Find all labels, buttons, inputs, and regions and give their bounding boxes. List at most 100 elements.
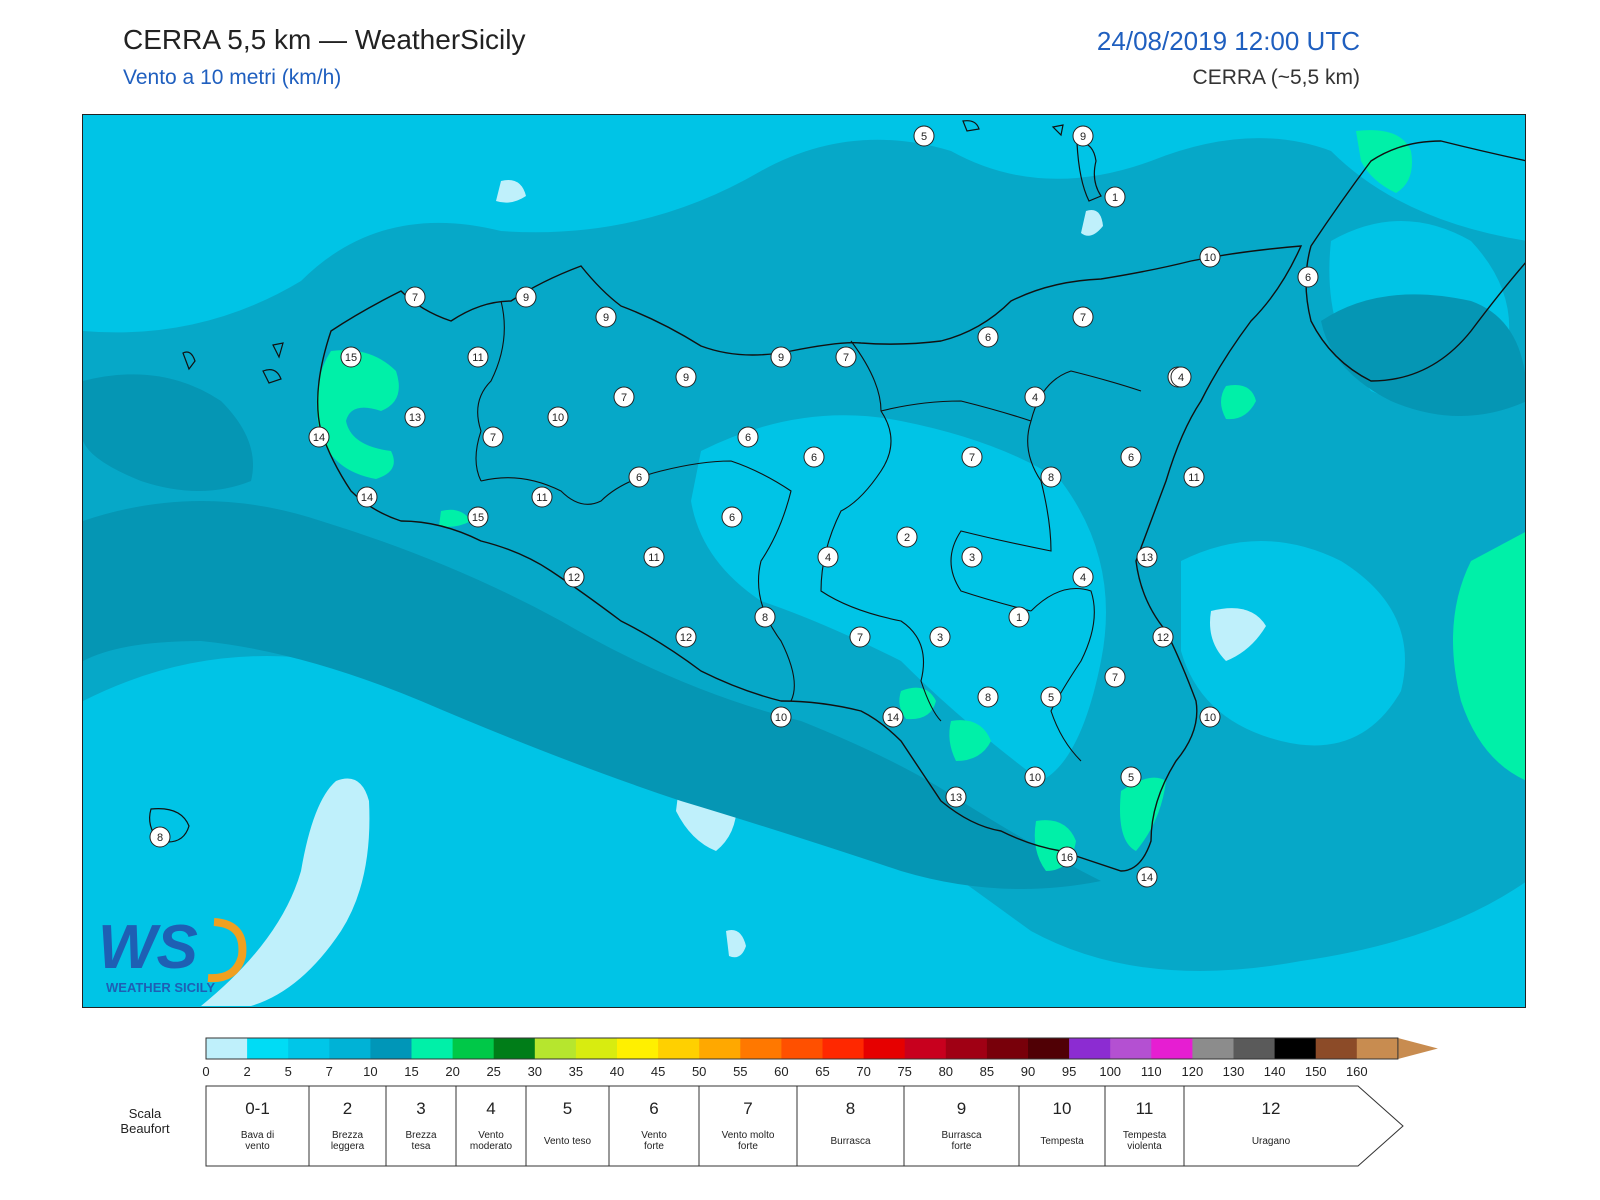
station-value: 6 (1305, 272, 1311, 284)
station-circle (1199, 706, 1221, 728)
station-marker: 9 (1072, 125, 1094, 147)
colorbar-tick-label: 75 (897, 1064, 911, 1079)
beaufort-description: leggera (331, 1141, 365, 1152)
colorbar-tick-label: 70 (856, 1064, 870, 1079)
wind-zone-light (1181, 541, 1405, 746)
station-circle (1072, 306, 1094, 328)
station-value: 1 (1016, 612, 1022, 624)
station-marker: 6 (803, 446, 825, 468)
beaufort-description: Vento molto (722, 1130, 775, 1141)
station-marker: 6 (628, 466, 650, 488)
beaufort-title-2: Beaufort (120, 1121, 170, 1136)
wind-zone-moderate (83, 374, 253, 491)
station-circle (945, 786, 967, 808)
beaufort-box (1018, 1085, 1106, 1167)
beaufort-number: 5 (563, 1099, 572, 1118)
colorbar-tick-label: 45 (651, 1064, 665, 1079)
station-marker: 5 (913, 125, 935, 147)
station-circle (356, 486, 378, 508)
beaufort-box (903, 1085, 1020, 1167)
station-value: 5 (1048, 692, 1054, 704)
island-pantelleria (149, 808, 190, 843)
station-circle (1183, 466, 1205, 488)
station-marker: 9 (770, 346, 792, 368)
station-marker: 16 (1056, 846, 1078, 868)
station-value: 6 (811, 452, 817, 464)
beaufort-number: 9 (957, 1099, 966, 1118)
colorbar-segment (863, 1038, 906, 1059)
colorbar-segment (986, 1038, 1029, 1059)
colorbar-tick-label: 7 (326, 1064, 333, 1079)
colorbar-tick-label: 0 (202, 1064, 209, 1079)
station-circle (1136, 546, 1158, 568)
station-marker: 8 (1040, 466, 1062, 488)
station-circle (977, 326, 999, 348)
station-value: 10 (552, 412, 564, 424)
wind-zone-light (691, 415, 1106, 781)
station-value: 9 (683, 372, 689, 384)
beaufort-box (455, 1085, 527, 1167)
station-circle (482, 426, 504, 448)
valid-datetime: 24/08/2019 12:00 UTC (1096, 26, 1360, 56)
wind-zone-fresh (1453, 532, 1525, 781)
station-marker: 6 (977, 326, 999, 348)
beaufort-box (525, 1085, 610, 1167)
station-value: 4 (1032, 392, 1038, 404)
colorbar-segment (781, 1038, 823, 1059)
station-marker: 9 (515, 286, 537, 308)
station-circle (737, 426, 759, 448)
beaufort-box (1183, 1085, 1404, 1167)
station-circle (1152, 626, 1174, 648)
colorbar-tick-label: 110 (1141, 1064, 1162, 1079)
station-marker: 2 (896, 526, 918, 548)
beaufort-box (796, 1085, 905, 1167)
station-marker: 4 (817, 546, 839, 568)
colorbar-segment (740, 1038, 782, 1059)
station-value: 13 (409, 412, 421, 424)
colorbar-tick-label: 30 (528, 1064, 542, 1079)
station-marker: 7 (849, 626, 871, 648)
station-value: 10 (1204, 712, 1216, 724)
station-circle (1008, 606, 1030, 628)
beaufort-description: moderato (470, 1141, 513, 1152)
station-circle (961, 546, 983, 568)
colorbar-segment (617, 1038, 659, 1059)
station-circle (1024, 386, 1046, 408)
beaufort-box (205, 1085, 310, 1167)
beaufort-description: Vento (478, 1130, 504, 1141)
beaufort-level: 12 Uragano (1183, 1085, 1404, 1167)
station-value: 9 (778, 352, 784, 364)
colorbar-tick-label: 15 (404, 1064, 418, 1079)
station-value: 6 (1128, 452, 1134, 464)
station-circle (1104, 186, 1126, 208)
beaufort-number: 12 (1262, 1099, 1281, 1118)
wind-zone-calm (496, 180, 526, 203)
wind-zone-fresh (1356, 130, 1412, 193)
station-value: 4 (825, 552, 831, 564)
colorbar-segment (493, 1038, 536, 1059)
colorbar-tick-label: 50 (692, 1064, 706, 1079)
beaufort-description: Tempesta (1123, 1130, 1167, 1141)
station-marker: 15 (340, 346, 362, 368)
station-circle (1104, 666, 1126, 688)
beaufort-description: Burrasca (941, 1130, 981, 1141)
station-circle (1072, 125, 1094, 147)
station-marker: 14 (308, 426, 330, 448)
beaufort-description: Vento teso (544, 1136, 592, 1147)
station-marker: 10 (547, 406, 569, 428)
wind-zone-calm (1081, 210, 1103, 236)
station-value: 7 (490, 432, 496, 444)
beaufort-description: Brezza (332, 1130, 364, 1141)
colorbar-tick-label: 2 (243, 1064, 250, 1079)
colorbar: 0 2 5 7 10 15 20 25 30 35 40 45 50 55 60 65 70 75 80 85 90 95… (202, 1037, 1438, 1079)
station-value: 12 (1157, 632, 1169, 644)
colorbar-tick-label: 85 (980, 1064, 994, 1079)
beaufort-number: 10 (1053, 1099, 1072, 1118)
colorbar-segment (1110, 1038, 1152, 1059)
station-marker: 6 (737, 426, 759, 448)
colorbar-tick-label: 80 (939, 1064, 953, 1079)
station-circle (1120, 446, 1142, 468)
station-circle (675, 366, 697, 388)
